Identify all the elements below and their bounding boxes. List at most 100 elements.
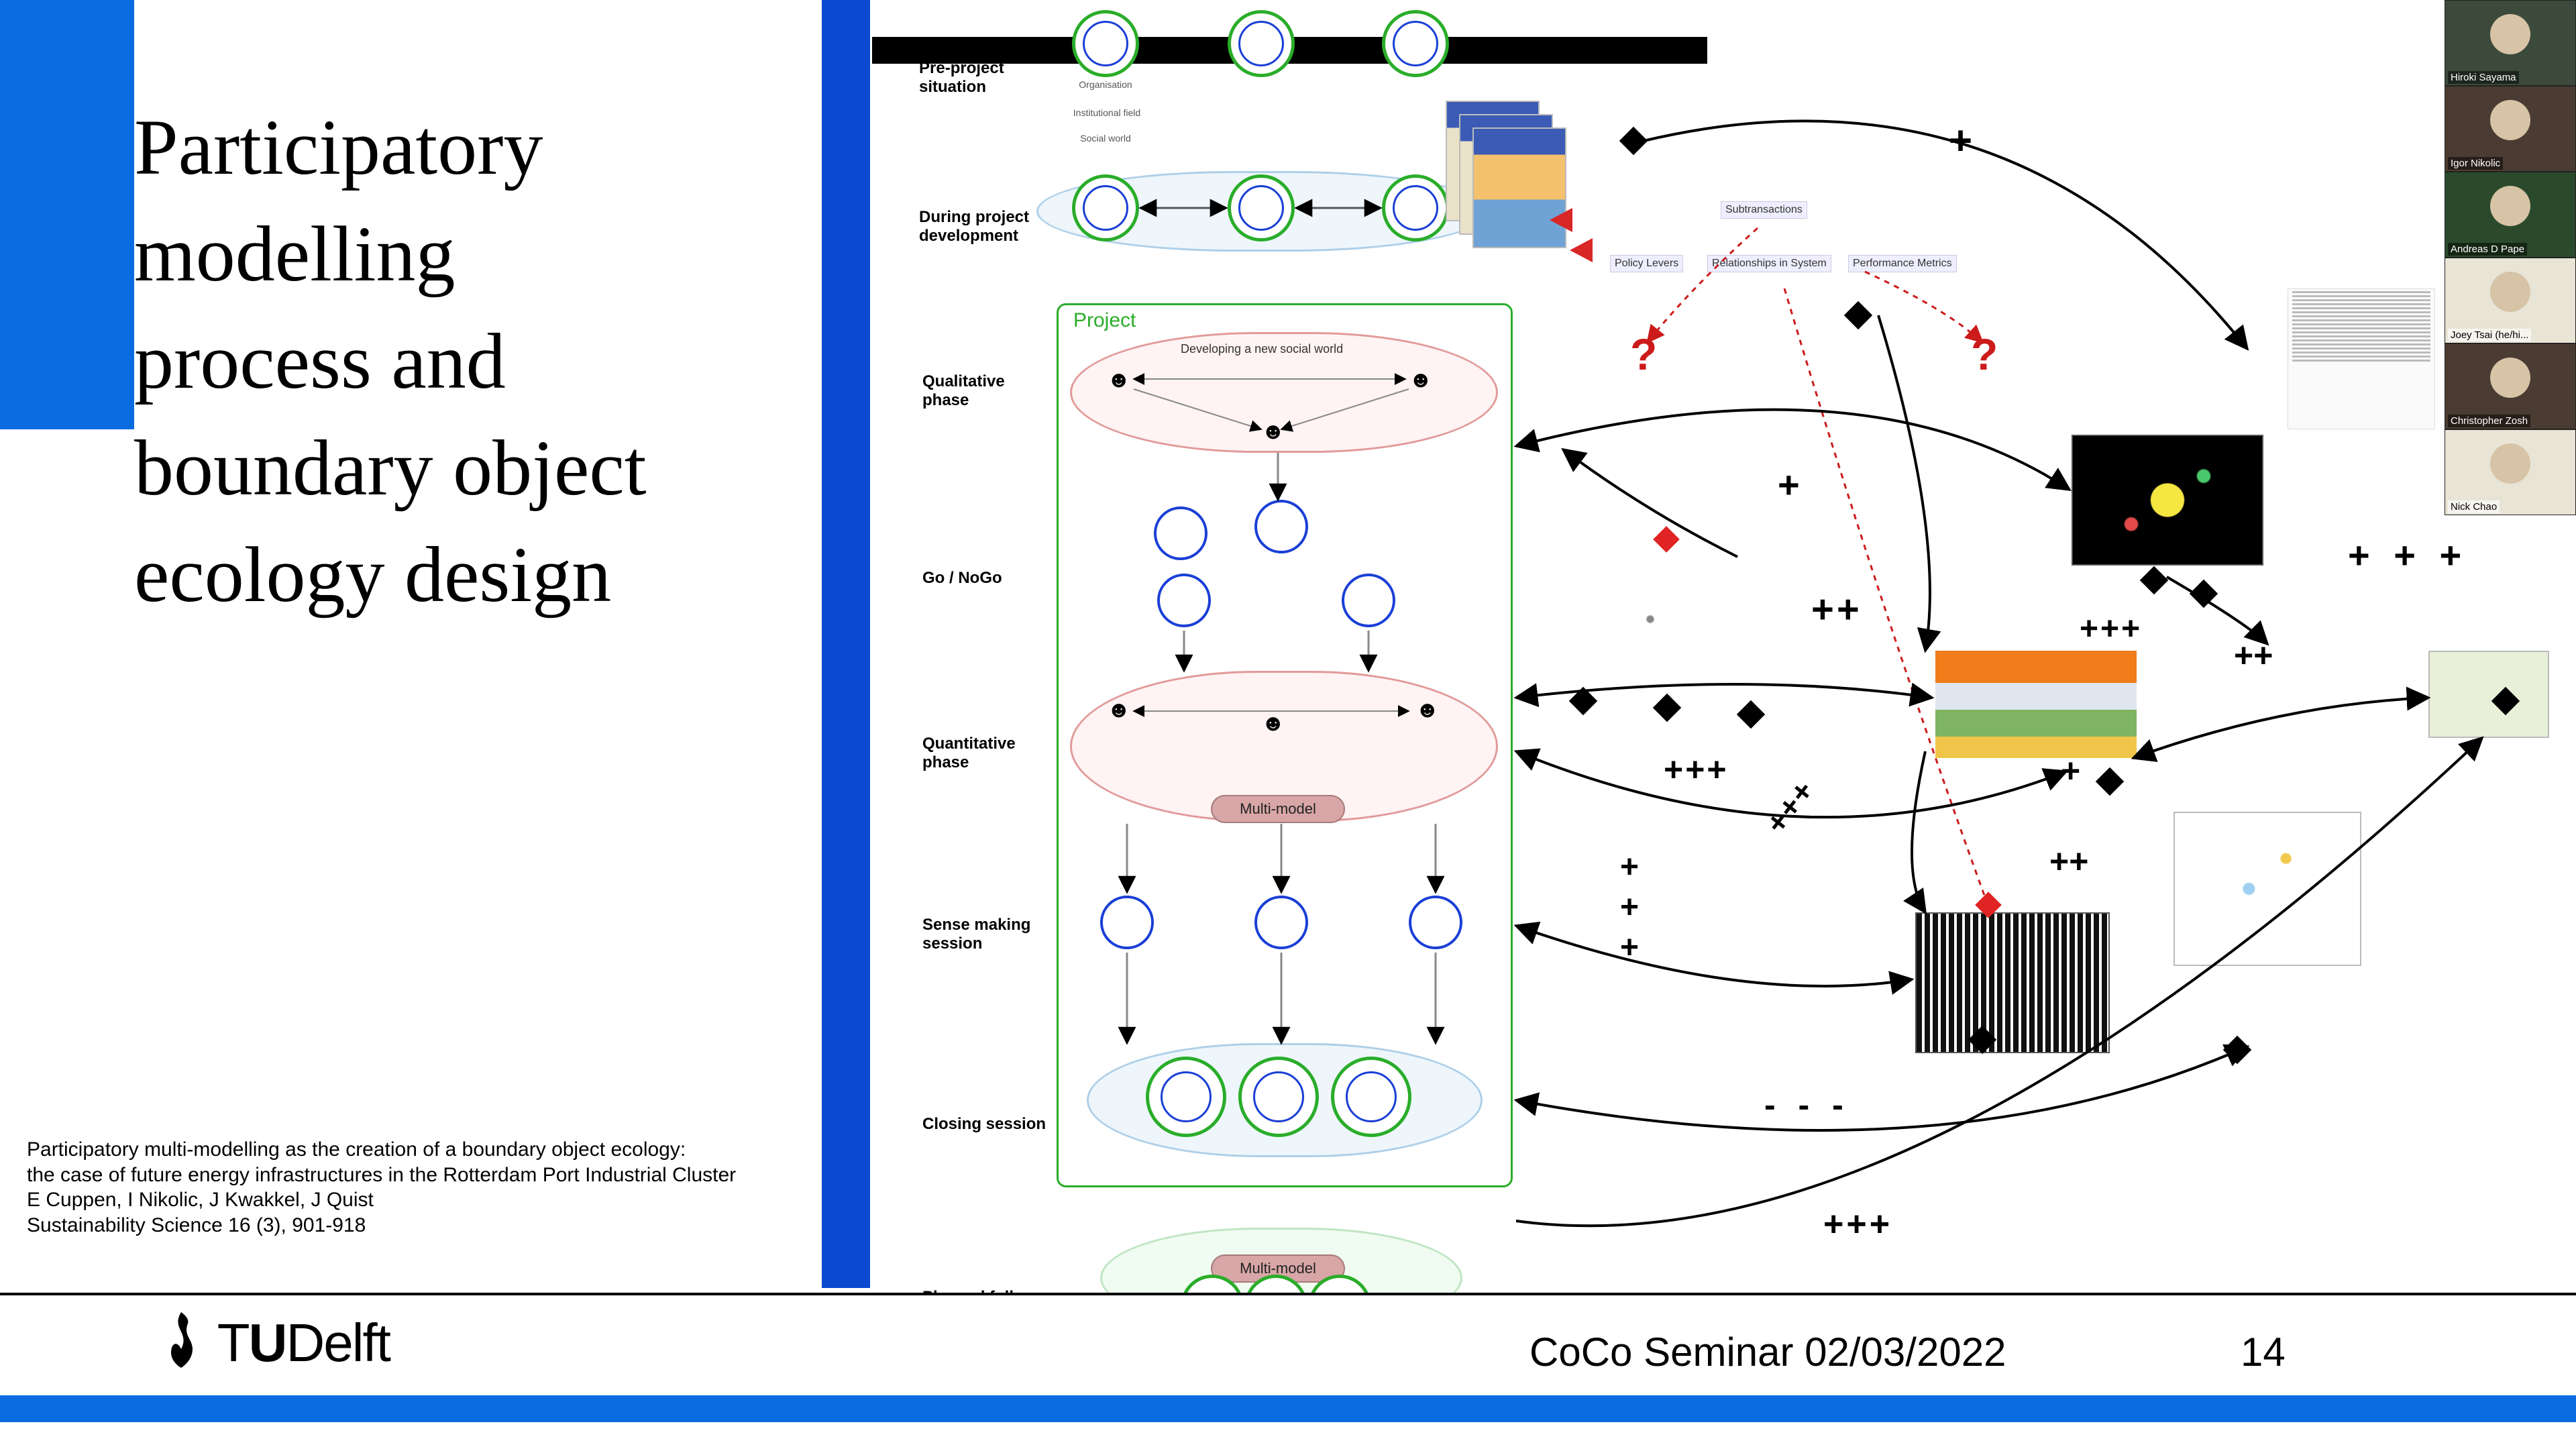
go-circle xyxy=(1157,574,1211,627)
fractal-tree-image xyxy=(1550,506,1751,647)
participant-tile[interactable]: Hiroki Sayama xyxy=(2445,0,2576,86)
label-gonogo: Go / NoGo xyxy=(922,569,1002,588)
avatar-icon xyxy=(2490,186,2530,226)
closing-inner-ring xyxy=(1161,1071,1212,1122)
red-arrowhead xyxy=(1570,238,1593,262)
minus-triple-anno: - - - xyxy=(1764,1085,1850,1124)
left-blue-strip xyxy=(0,0,134,429)
data-table-image xyxy=(1935,651,2137,758)
title-line: ecology design xyxy=(134,521,939,628)
participant-name: Igor Nikolic xyxy=(2448,157,2503,170)
plus-triple-anno: +++ xyxy=(1664,750,1729,789)
label-pre-project: Pre-project situation xyxy=(919,59,1004,96)
actor-inner-ring xyxy=(1238,21,1284,66)
title-line: boundary object xyxy=(134,415,939,521)
label-closing: Closing session xyxy=(922,1115,1046,1134)
plus-anno: + xyxy=(2061,751,2080,790)
title-line: Participatory xyxy=(134,94,939,201)
bubble-relationships: Relationships in System xyxy=(1707,255,1831,272)
avatar-icon xyxy=(2490,14,2530,54)
face-icon: ☻ xyxy=(1261,711,1285,737)
citation-block: Participatory multi-modelling as the cre… xyxy=(27,1137,832,1238)
actor-inner-ring xyxy=(1083,21,1128,66)
abstract-text-image xyxy=(2288,288,2435,429)
bubble-metrics: Performance Metrics xyxy=(1848,255,1957,272)
plus-triple-spaced-anno: + + + xyxy=(2348,533,2468,577)
actor-inner-ring xyxy=(1393,185,1438,231)
face-icon: ☻ xyxy=(1409,368,1433,393)
map-image xyxy=(2428,651,2549,738)
black-diamond xyxy=(1569,687,1597,715)
participant-tile[interactable]: Igor Nikolic xyxy=(2445,86,2576,172)
black-diamond xyxy=(1619,127,1648,155)
participant-tile[interactable]: Nick Chao xyxy=(2445,429,2576,515)
plus-triple-anno: +++ xyxy=(1758,772,1822,840)
tiny-label-organisation: Organisation xyxy=(1075,79,1136,90)
citation-line: Participatory multi-modelling as the cre… xyxy=(27,1137,832,1163)
black-diamond xyxy=(2096,767,2124,796)
actor-inner-ring xyxy=(1238,185,1284,231)
black-diamond xyxy=(2140,566,2168,594)
closing-inner-ring xyxy=(1346,1071,1397,1122)
slide-footer: TUDelft CoCo Seminar 02/03/2022 14 xyxy=(0,1293,2576,1422)
plus-triple-anno: +++ xyxy=(2080,610,2142,647)
slide-title: Participatory modelling process and boun… xyxy=(134,94,939,628)
multi-model-pill: Multi-model xyxy=(1211,795,1345,823)
participant-tile[interactable]: Andreas D Pape xyxy=(2445,172,2576,258)
qualitative-inner-text: Developing a new social world xyxy=(1181,342,1343,356)
participant-tiles: Hiroki Sayama Igor Nikolic Andreas D Pap… xyxy=(2445,0,2576,515)
label-quantitative: Quantitative phase xyxy=(922,735,1016,771)
sense-circle xyxy=(1100,896,1154,949)
participant-name: Nick Chao xyxy=(2448,500,2500,513)
go-circle xyxy=(1154,506,1208,560)
citation-line: Sustainability Science 16 (3), 901-918 xyxy=(27,1213,832,1238)
participant-tile[interactable]: Joey Tsai (he/hi... xyxy=(2445,258,2576,343)
face-icon: ☻ xyxy=(1261,419,1285,445)
plus-anno: + xyxy=(1620,929,1639,966)
participant-name: Joey Tsai (he/hi... xyxy=(2448,329,2531,341)
label-sensemaking: Sense making session xyxy=(922,916,1030,953)
avatar-icon xyxy=(2490,443,2530,484)
title-line: process and xyxy=(134,308,939,415)
actor-inner-ring xyxy=(1393,21,1438,66)
black-diamond xyxy=(2223,1036,2251,1064)
footer-blue-bar xyxy=(0,1395,2576,1422)
participant-tile[interactable]: Christopher Zosh xyxy=(2445,343,2576,429)
multi-model-label: Multi-model xyxy=(1240,800,1316,818)
plus-anno: + xyxy=(1620,889,1639,926)
face-icon: ☻ xyxy=(1107,368,1131,393)
label-during-project: During project development xyxy=(919,208,1029,245)
tiny-label-institutional: Institutional field xyxy=(1063,107,1150,118)
sense-circle xyxy=(1409,896,1462,949)
plus-anno: + xyxy=(1778,463,1800,506)
black-diamond xyxy=(1737,700,1765,729)
red-arrowhead xyxy=(1550,208,1572,232)
plus-pair-anno: ++ xyxy=(2049,842,2088,881)
avatar-icon xyxy=(2490,358,2530,398)
actor-inner-ring xyxy=(1083,185,1128,231)
footer-center-text: CoCo Seminar 02/03/2022 xyxy=(1529,1329,2006,1375)
black-diamond xyxy=(2190,580,2218,608)
go-circle xyxy=(1342,574,1395,627)
label-qualitative: Qualitative phase xyxy=(922,372,1005,409)
title-line: modelling xyxy=(134,201,939,307)
face-icon: ☻ xyxy=(1107,698,1131,723)
face-icon: ☻ xyxy=(1415,698,1440,723)
slide-stage: Participatory modelling process and boun… xyxy=(0,0,2576,1449)
tiny-label-social: Social world xyxy=(1075,133,1136,144)
black-diamond xyxy=(1653,694,1681,722)
tudelft-logo: TUDelft xyxy=(158,1309,390,1374)
plus-pair-anno: ++ xyxy=(1811,587,1862,632)
network-visualization xyxy=(2072,435,2263,566)
participant-name: Andreas D Pape xyxy=(2448,243,2527,256)
black-diamond xyxy=(1844,301,1872,329)
question-anno: ? xyxy=(1971,329,1998,380)
scatter-image xyxy=(2174,812,2361,966)
participant-name: Christopher Zosh xyxy=(2448,415,2530,427)
avatar-icon xyxy=(2490,100,2530,140)
bubble-subtrans: Subtransactions xyxy=(1721,201,1807,219)
logo-text-part: Delft xyxy=(286,1313,390,1373)
sense-circle xyxy=(1254,896,1308,949)
project-box-label: Project xyxy=(1073,309,1136,332)
bar-chart-image xyxy=(1915,912,2110,1053)
